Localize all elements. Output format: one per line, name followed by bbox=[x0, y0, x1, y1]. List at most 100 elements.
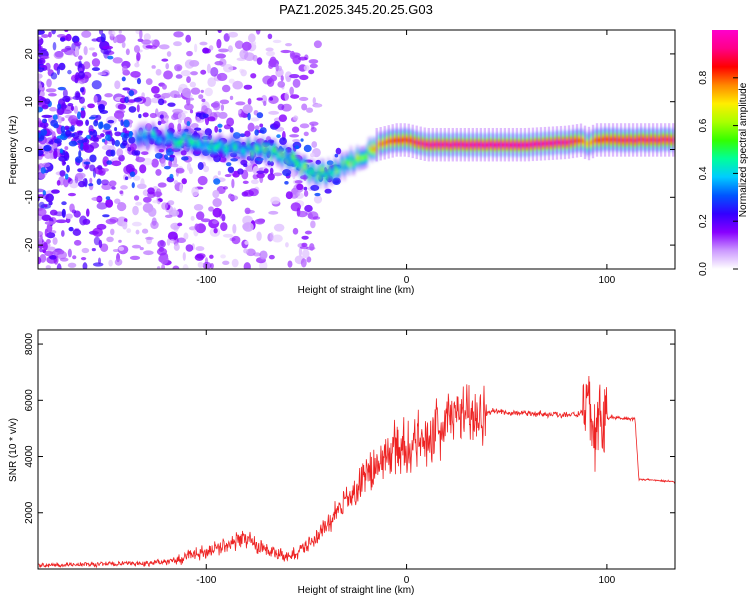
spectrogram-noise-cell bbox=[201, 98, 206, 103]
spectrogram-noise-cell bbox=[182, 251, 186, 261]
spectrogram-noise-cell bbox=[308, 59, 319, 64]
spectrogram-ridge-cell bbox=[672, 138, 674, 143]
spectrogram-noise-cell bbox=[73, 239, 82, 246]
spectrogram-noise-cell bbox=[41, 214, 52, 222]
spectrogram-ridge-cell bbox=[324, 175, 327, 180]
spectrogram-scatter-cell bbox=[84, 136, 88, 143]
spectrogram-ridge-cell bbox=[252, 151, 255, 156]
spectrogram-scatter-cell bbox=[121, 76, 126, 82]
spectrogram-ridge-cell bbox=[435, 141, 437, 147]
spectrogram-noise-cell bbox=[256, 97, 263, 101]
spectrogram-scatter-cell bbox=[70, 125, 75, 132]
spectrogram-noise-cell bbox=[173, 31, 184, 38]
spectrogram-noise-cell bbox=[108, 259, 113, 267]
spectrogram-noise-cell bbox=[126, 228, 132, 234]
spectrogram-ridge-cell bbox=[231, 140, 234, 145]
spectrogram-noise-cell bbox=[67, 117, 77, 122]
spectrogram-ridge-cell bbox=[592, 139, 594, 145]
spectrogram-halo-cell bbox=[671, 123, 675, 157]
spectrogram-noise-cell bbox=[38, 230, 44, 238]
spectrogram-ridge-cell bbox=[191, 139, 194, 144]
spectrogram-ridge-cell bbox=[188, 135, 190, 140]
spectrogram-ridge-cell bbox=[462, 142, 464, 147]
colorbar-tick-label: 0.0 bbox=[698, 262, 709, 276]
spectrogram-noise-cell bbox=[217, 30, 222, 34]
spectrogram-scatter-cell bbox=[123, 133, 130, 139]
spectrogram-ridge-cell bbox=[427, 142, 429, 147]
spectrogram-noise-cell bbox=[229, 195, 239, 201]
spectrogram-noise-cell bbox=[223, 124, 231, 130]
spectrogram-ridge-cell bbox=[254, 144, 256, 149]
spectrogram-ridge-cell bbox=[572, 139, 575, 144]
spectrogram-noise-cell bbox=[93, 95, 98, 104]
spectrogram-noise-cell bbox=[157, 240, 166, 248]
spectrogram-noise-cell bbox=[301, 235, 309, 240]
spectrogram-halo-cell bbox=[491, 127, 495, 162]
snr-ylabel: SNR (10 * v/v) bbox=[8, 418, 19, 482]
spectrogram-ridge-cell bbox=[417, 141, 420, 146]
spec-ytick-label: -20 bbox=[24, 237, 35, 252]
spectrogram-scatter-cell bbox=[38, 132, 41, 139]
spectrogram-noise-cell bbox=[62, 88, 68, 98]
spec-xtick-label: 0 bbox=[404, 275, 410, 286]
spectrogram-ridge-cell bbox=[383, 140, 386, 145]
spectrogram-ridge-cell bbox=[537, 141, 540, 146]
spectrogram-noise-cell bbox=[210, 67, 219, 77]
spectrogram-ridge-cell bbox=[154, 134, 157, 139]
spectrogram-noise-cell bbox=[58, 62, 66, 71]
spectrogram-halo-cell bbox=[539, 127, 543, 161]
spectrogram-ridge-cell bbox=[246, 145, 248, 150]
spectrogram-ridge-cell bbox=[199, 140, 202, 146]
spectrogram-halo-cell bbox=[387, 125, 390, 159]
spectrogram-ridge-cell bbox=[428, 142, 431, 147]
colorbar-tick-label: 0.6 bbox=[698, 118, 709, 132]
spectrogram-scatter-cell bbox=[124, 96, 129, 104]
spectrogram-ridge-cell bbox=[617, 138, 620, 143]
spectrogram-noise-cell bbox=[296, 210, 308, 218]
spectrogram-ridge-cell bbox=[159, 137, 162, 143]
spectrogram-noise-cell bbox=[133, 45, 141, 53]
spectrogram-noise-cell bbox=[63, 177, 69, 188]
spectrogram-scatter-cell bbox=[244, 130, 251, 137]
spectrogram-ridge-cell bbox=[564, 140, 567, 146]
spectrogram-noise-cell bbox=[195, 211, 205, 221]
spectrogram-halo-cell bbox=[459, 127, 462, 162]
spectrogram-ridge-cell bbox=[662, 137, 665, 142]
spectrogram-noise-cell bbox=[118, 239, 122, 243]
spectrogram-noise-cell bbox=[185, 244, 194, 252]
spectrogram-noise-cell bbox=[45, 193, 54, 203]
spectrogram-scatter-cell bbox=[154, 152, 163, 159]
spectrogram-halo-cell bbox=[619, 123, 623, 157]
spectrogram-scatter-cell bbox=[164, 154, 169, 160]
spectrogram-noise-cell bbox=[123, 218, 128, 223]
spectrogram-scatter-cell bbox=[167, 102, 176, 107]
spectrogram-noise-cell bbox=[309, 63, 318, 69]
spectrogram-noise-cell bbox=[64, 146, 69, 150]
spectrogram-ridge-cell bbox=[638, 137, 641, 143]
spectrogram-ridge-cell bbox=[221, 146, 224, 151]
spectrogram-ridge-cell bbox=[209, 146, 211, 152]
spectrogram-ridge-cell bbox=[529, 142, 532, 147]
spectrogram-noise-cell bbox=[171, 163, 179, 168]
spectrogram-halo-cell bbox=[667, 123, 671, 157]
spectrogram-ridge-cell bbox=[460, 142, 463, 148]
spectrogram-ridge-cell bbox=[273, 147, 275, 152]
spectrogram-ridge-cell bbox=[598, 138, 601, 143]
spectrogram-ridge-cell bbox=[571, 139, 573, 145]
spectrogram-noise-cell bbox=[313, 195, 323, 204]
spectrogram-scatter-cell bbox=[256, 112, 264, 119]
spectrogram-ridge-cell bbox=[508, 142, 511, 148]
spectrogram-noise-cell bbox=[250, 179, 259, 185]
spectrogram-noise-cell bbox=[240, 69, 247, 77]
spectrogram-ridge-cell bbox=[457, 142, 460, 148]
spectrogram-ridge-cell bbox=[520, 143, 522, 148]
spectrogram-noise-cell bbox=[92, 227, 103, 237]
spectrogram-ridge-cell bbox=[345, 159, 347, 165]
spectrogram-halo-cell bbox=[571, 124, 575, 159]
spectrogram-ridge-cell bbox=[415, 139, 418, 145]
spectrogram-noise-cell bbox=[44, 250, 54, 257]
spectrogram-ridge-cell bbox=[611, 137, 614, 142]
spectrogram-ridge-cell bbox=[303, 164, 306, 169]
spectrogram-ridge-cell bbox=[632, 138, 634, 143]
